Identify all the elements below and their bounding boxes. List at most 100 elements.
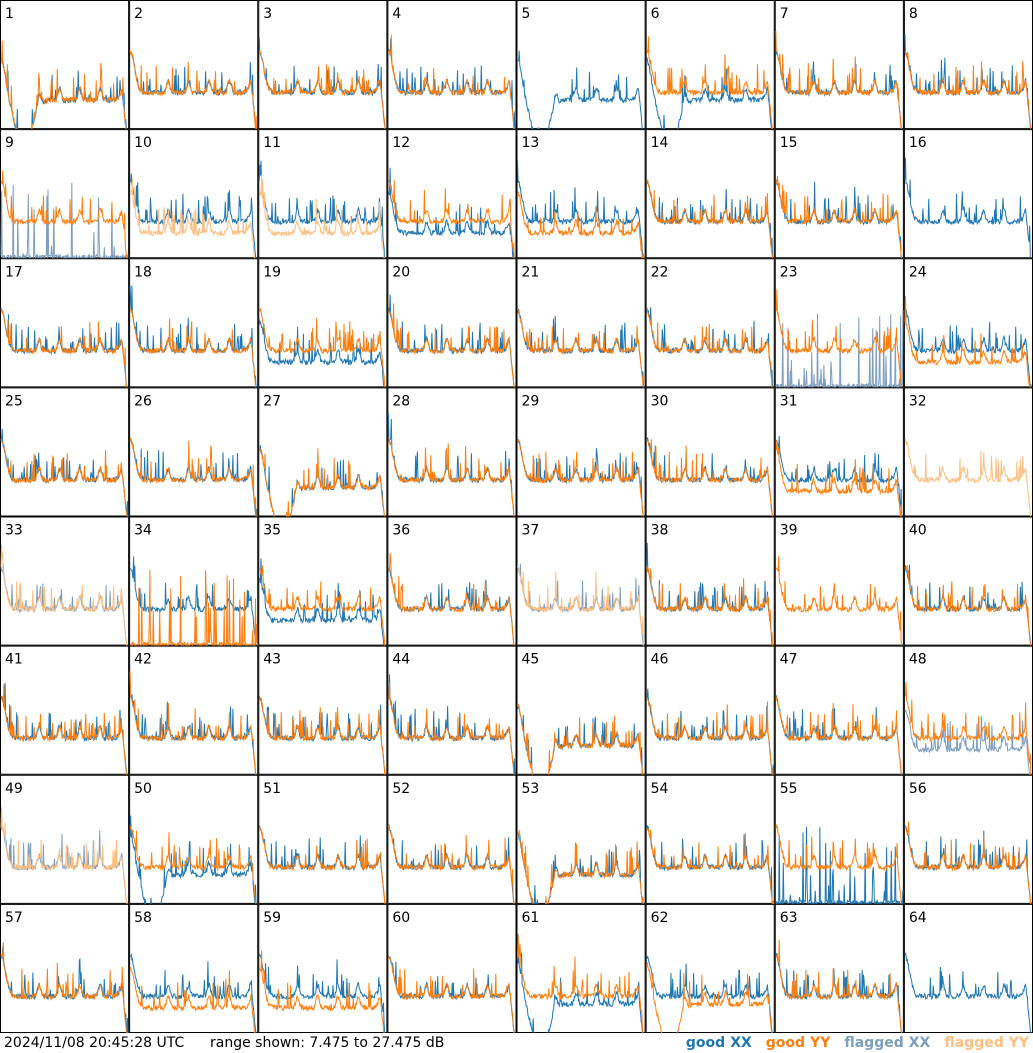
panel-14: 14 (645, 129, 775, 261)
panel-2: 2 (129, 0, 259, 132)
xx-spectrum-line (904, 952, 1032, 1033)
panel-frame (645, 903, 775, 1033)
legend: good XX good YY flagged XX flagged YY (672, 1035, 1029, 1051)
panel-frame (774, 129, 904, 259)
panel-8: 8 (903, 0, 1033, 132)
panel-frame (774, 774, 904, 904)
panel-number: 43 (263, 652, 281, 668)
timestamp-label: 2024/11/08 20:45:28 UTC (4, 1035, 185, 1051)
panel-40: 40 (903, 516, 1033, 648)
legend-flagged-yy: flagged YY (944, 1035, 1029, 1051)
panel-frame (516, 516, 646, 646)
xx-spectrum-line (129, 815, 258, 906)
panel-27: 27 (258, 387, 388, 519)
yy-spectrum-line (775, 696, 903, 777)
range-label: range shown: 7.475 to 27.475 dB (210, 1035, 445, 1051)
panel-number: 9 (5, 135, 14, 151)
legend-good-xx-pol: XX (730, 1035, 752, 1051)
panel-number: 38 (651, 523, 669, 539)
yy-spectrum-line (129, 825, 258, 906)
panel-number: 14 (651, 135, 669, 151)
yy-spectrum-line (517, 307, 645, 390)
panel-51: 51 (258, 774, 388, 906)
panel-58: 58 (129, 903, 259, 1033)
yy-spectrum-line (0, 170, 129, 261)
panel-number: 13 (522, 135, 540, 151)
panel-57: 57 (0, 903, 130, 1033)
panel-number: 64 (909, 910, 927, 926)
panel-20: 20 (387, 258, 517, 390)
panel-62: 62 (645, 903, 775, 1033)
panel-47: 47 (774, 645, 904, 777)
panel-number: 36 (392, 523, 410, 539)
panel-frame (129, 645, 259, 775)
yy-spectrum-line (0, 942, 128, 1033)
panel-56: 56 (903, 774, 1033, 906)
panel-frame (0, 258, 130, 388)
panel-number: 32 (909, 393, 927, 409)
panel-number: 24 (909, 264, 927, 280)
panel-3: 3 (258, 0, 388, 132)
panel-frame (645, 258, 775, 388)
legend-good-xx: good XX (686, 1035, 752, 1051)
panel-frame (258, 903, 388, 1033)
yy-spectrum-line (0, 684, 129, 777)
yy-spectrum-line (904, 564, 1032, 648)
panel-frame (903, 0, 1033, 130)
panel-number: 6 (651, 6, 660, 22)
panel-12: 12 (387, 129, 517, 261)
panel-frame (516, 645, 646, 775)
panel-number: 18 (134, 264, 152, 280)
panel-frame (774, 645, 904, 775)
panel-number: 53 (522, 781, 540, 797)
yy-spectrum-line (0, 544, 129, 648)
legend-good-xx-word: good (685, 1035, 726, 1051)
panel-number: 5 (522, 6, 531, 22)
yy-spectrum-line (646, 36, 774, 132)
yy-spectrum-line (388, 682, 516, 777)
xx-spectrum-line (0, 182, 129, 262)
yy-spectrum-line (258, 50, 387, 132)
panel-52: 52 (387, 774, 517, 906)
yy-spectrum-line (904, 821, 1032, 906)
xx-spectrum-line (517, 946, 644, 1033)
yy-spectrum-line (258, 174, 387, 261)
panel-number: 42 (134, 652, 152, 668)
panel-number: 55 (780, 781, 798, 797)
yy-spectrum-line (129, 50, 258, 132)
panel-frame (516, 903, 646, 1033)
legend-good-yy-word: good (765, 1035, 806, 1051)
panel-4: 4 (387, 0, 517, 132)
panel-frame (387, 387, 517, 517)
yy-spectrum-line (775, 289, 903, 390)
panel-13: 13 (516, 129, 646, 261)
panel-number: 60 (392, 910, 410, 926)
yy-spectrum-line (775, 176, 903, 261)
xx-spectrum-line (387, 167, 516, 261)
panel-60: 60 (387, 903, 517, 1033)
panel-number: 21 (522, 264, 540, 280)
panel-frame (903, 774, 1033, 904)
panel-frame (516, 0, 646, 130)
panel-number: 11 (263, 135, 281, 151)
panel-number: 47 (780, 652, 798, 668)
panel-frame (387, 0, 517, 130)
panel-number: 54 (651, 781, 669, 797)
panel-number: 23 (780, 264, 798, 280)
panel-22: 22 (645, 258, 775, 390)
panel-number: 39 (780, 523, 798, 539)
xx-spectrum-line (904, 309, 1032, 390)
panel-number: 61 (522, 910, 540, 926)
yy-spectrum-line (258, 307, 387, 390)
xx-spectrum-line (258, 319, 387, 390)
panel-11: 11 (258, 129, 388, 261)
panel-number: 7 (780, 6, 789, 22)
yy-spectrum-line (129, 966, 256, 1033)
panel-36: 36 (387, 516, 517, 648)
panel-number: 19 (263, 264, 281, 280)
yy-spectrum-line (387, 956, 515, 1033)
panel-frame (0, 129, 130, 259)
yy-spectrum-line (259, 698, 387, 777)
panel-frame (0, 903, 130, 1033)
panel-frame (0, 516, 130, 646)
